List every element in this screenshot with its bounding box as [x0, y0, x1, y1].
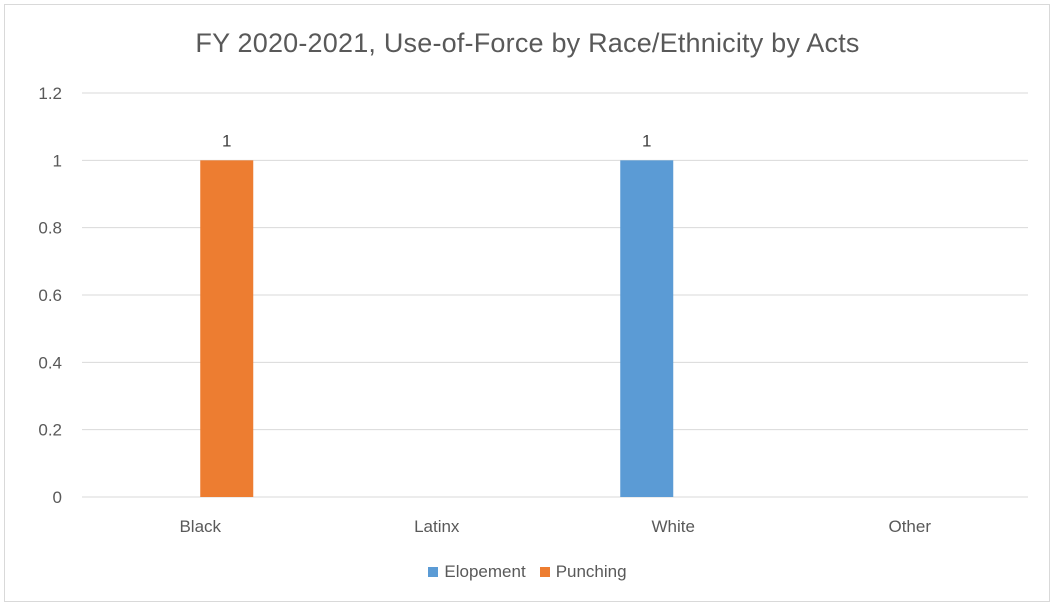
- y-tick-label: 1: [53, 151, 62, 170]
- chart-title: FY 2020-2021, Use-of-Force by Race/Ethni…: [195, 28, 860, 58]
- y-tick-label: 0: [53, 488, 62, 507]
- y-tick-label: 0.8: [38, 219, 62, 238]
- legend-label-punching: Punching: [555, 562, 627, 581]
- legend-swatch-punching: [539, 567, 550, 577]
- chart-frame: [4, 4, 1050, 602]
- x-tick-label: Other: [888, 517, 931, 536]
- data-label: 1: [642, 131, 651, 150]
- bar-elopement: [620, 160, 674, 498]
- y-tick-label: 0.4: [38, 353, 62, 372]
- y-tick-label: 0.2: [38, 421, 62, 440]
- y-tick-label: 0.6: [38, 286, 62, 305]
- legend-item-elopement: Elopement: [428, 562, 526, 582]
- y-tick-label: 1.2: [38, 84, 62, 103]
- bar-punching: [200, 160, 254, 498]
- legend-label-elopement: Elopement: [444, 562, 526, 581]
- data-label: 1: [222, 131, 231, 150]
- x-tick-label: Latinx: [414, 517, 460, 536]
- x-tick-label: Black: [179, 517, 221, 536]
- legend-item-punching: Punching: [539, 562, 627, 582]
- legend-swatch-elopement: [428, 567, 439, 577]
- x-tick-label: White: [652, 517, 695, 536]
- legend: Elopement Punching: [0, 562, 1055, 582]
